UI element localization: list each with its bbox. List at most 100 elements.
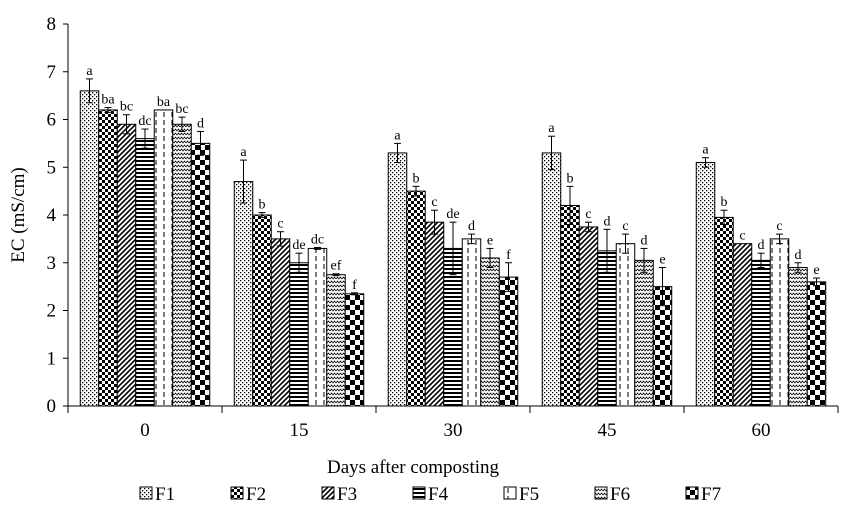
significance-label: b (567, 171, 574, 186)
significance-label: a (548, 121, 555, 136)
significance-label: c (431, 195, 437, 210)
bar (233, 181, 254, 407)
bar (480, 257, 500, 407)
significance-label: dc (311, 232, 324, 247)
x-tick-label: 0 (140, 420, 150, 441)
bar (172, 123, 192, 407)
bar (597, 250, 617, 407)
significance-label: de (292, 238, 305, 253)
significance-label: a (240, 145, 247, 160)
legend-label: F7 (701, 484, 721, 505)
significance-label: ba (101, 93, 115, 108)
x-axis-title: Days after composting (327, 457, 500, 478)
bar (695, 161, 716, 407)
y-tick-label: 0 (47, 396, 57, 417)
y-tick-label: 6 (47, 110, 57, 131)
significance-label: c (277, 217, 283, 232)
legend-swatch (594, 486, 608, 500)
legend-swatch (503, 486, 517, 500)
bar (541, 152, 562, 407)
bar (806, 281, 827, 407)
significance-label: e (813, 263, 819, 278)
bar (714, 216, 734, 407)
significance-label: bc (120, 100, 133, 115)
significance-label: b (413, 171, 420, 186)
significance-label: b (721, 195, 728, 210)
significance-label: d (197, 116, 204, 131)
bar (270, 238, 291, 407)
significance-label: b (259, 198, 266, 213)
bar (578, 226, 599, 407)
x-tick-label: 15 (290, 420, 309, 441)
legend-swatch (685, 486, 699, 500)
y-tick-label: 4 (47, 205, 57, 226)
bar (461, 238, 482, 407)
bar (560, 204, 580, 407)
x-tick-label: 45 (598, 420, 617, 441)
y-tick-label: 8 (47, 14, 57, 35)
significance-label: d (641, 233, 648, 248)
bar (135, 138, 155, 407)
significance-label: c (585, 207, 591, 222)
bar (769, 238, 790, 407)
significance-label: d (468, 219, 475, 234)
bar (344, 293, 365, 407)
significance-label: a (394, 128, 401, 143)
bar (79, 90, 100, 407)
bar (498, 276, 519, 407)
legend-swatch (412, 486, 426, 500)
legend-swatch (321, 486, 335, 500)
y-tick-label: 3 (47, 253, 57, 274)
bar (116, 123, 137, 407)
significance-label: d (604, 214, 611, 229)
bar (406, 190, 426, 407)
significance-label: a (86, 64, 93, 79)
bar (153, 109, 174, 407)
significance-label: bc (175, 102, 188, 117)
significance-label: a (702, 143, 709, 158)
bar (252, 214, 272, 407)
bar (788, 267, 808, 407)
bar (732, 243, 753, 407)
significance-label: c (739, 229, 745, 244)
y-tick-label: 1 (47, 348, 57, 369)
y-tick-label: 2 (47, 301, 57, 322)
significance-label: e (487, 233, 493, 248)
legend: F1 F2 F3 F4 F5 F6 F7 (139, 484, 721, 505)
significance-label: e (659, 253, 665, 268)
bar (634, 259, 654, 407)
legend-swatch (139, 486, 153, 500)
bar (387, 152, 408, 407)
bar (424, 221, 445, 407)
bar (615, 243, 636, 407)
y-axis-title: EC (mS/cm) (8, 167, 29, 263)
significance-label: d (795, 248, 802, 263)
x-tick-label: 30 (444, 420, 463, 441)
significance-label: ba (157, 95, 171, 110)
legend-label: F5 (519, 484, 539, 505)
significance-label: f (506, 248, 511, 263)
significance-label: f (352, 278, 357, 293)
legend-label: F4 (428, 484, 449, 505)
bar (751, 259, 771, 407)
bar (190, 142, 211, 407)
legend-swatch (230, 486, 244, 500)
x-tick-label: 60 (752, 420, 771, 441)
significance-label: de (446, 207, 459, 222)
legend-label: F3 (337, 484, 357, 505)
significance-label: c (622, 219, 628, 234)
legend-label: F1 (155, 484, 175, 505)
significance-label: ef (331, 259, 342, 274)
y-tick-label: 5 (47, 157, 57, 178)
legend-label: F2 (246, 484, 266, 505)
significance-label: c (776, 219, 782, 234)
significance-label: dc (138, 114, 151, 129)
y-tick-label: 7 (47, 62, 57, 83)
legend-label: F6 (610, 484, 630, 505)
bar (307, 247, 328, 407)
bar (289, 262, 309, 407)
bar (326, 274, 346, 407)
